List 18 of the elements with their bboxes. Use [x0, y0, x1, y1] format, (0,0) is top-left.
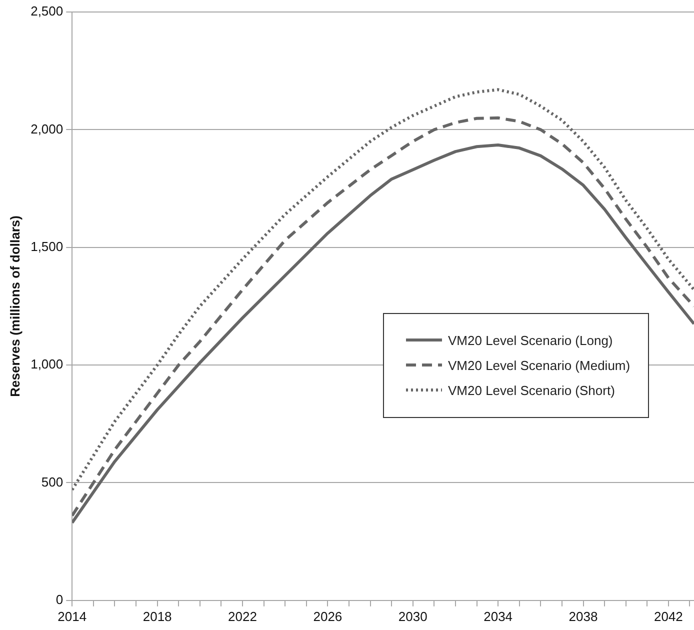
x-tick-label: 2038: [568, 608, 598, 624]
legend-label: VM20 Level Scenario (Long): [448, 332, 613, 348]
legend-label: VM20 Level Scenario (Medium): [448, 358, 630, 373]
x-tick-label: 2030: [398, 608, 428, 624]
y-tick-label: 2,500: [30, 4, 64, 19]
y-tick-label: 1,000: [30, 356, 64, 372]
x-tick-label: 2034: [484, 608, 513, 624]
legend-label: VM20 Level Scenario (Short): [448, 382, 615, 398]
x-tick-label: 2042: [654, 608, 683, 624]
y-axis-title: Reserves (millions of dollars): [7, 216, 22, 397]
x-tick-label: 2026: [313, 608, 342, 624]
y-tick-label: 1,500: [30, 238, 64, 254]
y-tick-label: 500: [41, 474, 64, 490]
x-tick-label: 2018: [142, 608, 172, 624]
x-tick-label: 2014: [58, 608, 87, 624]
y-tick-label: 0: [56, 592, 64, 607]
y-tick-label: 2,000: [30, 121, 64, 136]
x-tick-label: 2022: [228, 608, 257, 624]
